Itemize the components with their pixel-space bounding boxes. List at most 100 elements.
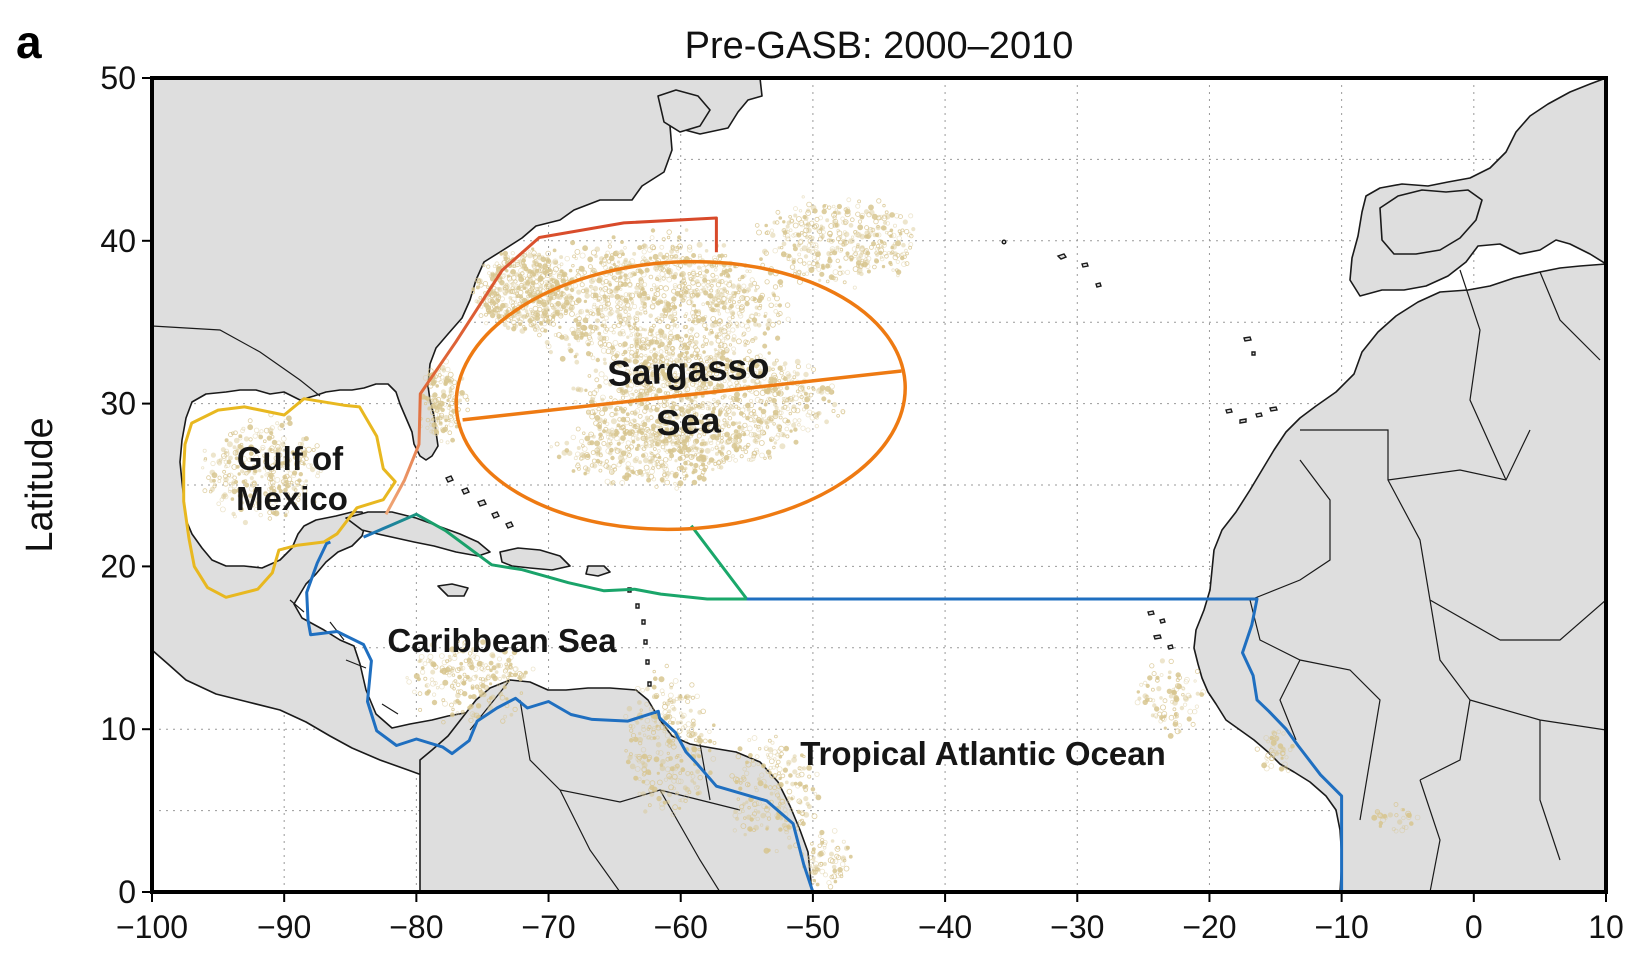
- sargassum-point: [564, 286, 570, 291]
- sargassum-point: [630, 469, 635, 474]
- sargassum-point: [537, 253, 542, 257]
- sargassum-point: [473, 674, 479, 679]
- sargassum-point: [622, 316, 628, 322]
- sargassum-point: [807, 870, 812, 875]
- sargassum-point: [784, 780, 789, 785]
- sargassum-point: [457, 674, 463, 680]
- sargassum-point: [652, 347, 656, 351]
- sargassum-point: [832, 868, 838, 874]
- sargassum-point: [667, 314, 673, 320]
- sargassum-point: [709, 288, 714, 293]
- sargassum-point: [679, 279, 686, 286]
- sargassum-point: [540, 255, 545, 259]
- sargassum-point: [510, 286, 515, 291]
- sargassum-point: [728, 343, 733, 347]
- gulf-of-mexico-label-line1: Gulf of: [237, 440, 344, 477]
- sargassum-point: [729, 310, 736, 316]
- sargassum-point: [692, 468, 698, 474]
- sargassum-point: [533, 261, 539, 267]
- sargassum-point: [580, 332, 585, 338]
- sargassum-point: [665, 307, 672, 314]
- sargassum-point: [635, 337, 639, 342]
- sargassum-point: [1155, 675, 1160, 680]
- sargassum-point: [653, 720, 658, 724]
- sargassum-point: [1396, 819, 1403, 825]
- sargassum-point: [531, 247, 535, 251]
- sargassum-point: [792, 243, 797, 248]
- sargassum-point: [611, 235, 616, 240]
- sargassum-point: [728, 360, 734, 367]
- sargassum-point: [680, 767, 686, 773]
- sargassum-point: [773, 412, 778, 418]
- sargassum-point: [764, 279, 770, 285]
- lesser-antilles: [627, 587, 652, 687]
- sargassum-point: [548, 349, 554, 355]
- sargassum-point: [650, 228, 656, 233]
- sargassum-point: [641, 255, 646, 260]
- sargassum-point: [525, 313, 530, 317]
- sargassum-point: [670, 275, 675, 279]
- sargassum-point: [448, 379, 454, 385]
- sargassum-point: [731, 337, 737, 343]
- sargassum-point: [750, 337, 755, 342]
- sargassum-point: [763, 314, 767, 318]
- sargassum-point: [517, 273, 523, 279]
- sargassum-point: [731, 442, 738, 449]
- sargassum-point: [801, 389, 806, 393]
- sargassum-point: [742, 802, 746, 806]
- sargassum-point: [792, 246, 798, 252]
- sargassum-point: [678, 720, 683, 725]
- sargassum-point: [510, 251, 515, 256]
- sargassum-point: [516, 285, 521, 291]
- sargassum-point: [478, 689, 485, 695]
- sargassum-point: [546, 308, 551, 312]
- sargassum-point: [724, 280, 729, 286]
- sargassum-point: [690, 280, 696, 286]
- sargassum-point: [432, 392, 438, 398]
- sargassum-point: [649, 349, 653, 354]
- sargassum-point: [1382, 813, 1388, 819]
- sargassum-point: [546, 279, 551, 284]
- sargassum-point: [659, 312, 664, 317]
- sargassum-point: [740, 295, 747, 301]
- sargassum-point: [564, 256, 570, 262]
- sargassum-point: [556, 264, 562, 269]
- sargassum-point: [624, 472, 630, 478]
- sargassum-point: [494, 298, 500, 304]
- sargassum-point: [830, 248, 835, 253]
- sargassum-point: [618, 270, 623, 275]
- sargassum-point: [704, 249, 709, 253]
- sargassum-point: [511, 296, 517, 302]
- sargassum-point: [726, 330, 731, 335]
- sargassum-point: [598, 371, 605, 378]
- sargassum-point: [734, 321, 739, 326]
- sargassum-point: [512, 288, 518, 294]
- sargassum-point: [690, 779, 695, 783]
- sargassum-point: [591, 268, 595, 273]
- sargassum-point: [715, 303, 720, 308]
- sargassum-point: [486, 285, 490, 289]
- sargassum-point: [572, 283, 578, 289]
- sargassum-point: [490, 694, 496, 700]
- sargassum-point: [746, 407, 751, 412]
- sargassum-point: [911, 227, 916, 232]
- sargassum-point: [748, 313, 755, 320]
- sargassum-point: [499, 296, 505, 302]
- sargassum-point: [648, 256, 653, 260]
- sargassum-point: [681, 298, 686, 303]
- sargassum-point: [652, 283, 657, 288]
- sargassum-point: [441, 368, 446, 373]
- sargassum-point: [717, 344, 722, 348]
- map-plot-area: [152, 78, 1606, 892]
- sargassum-point: [674, 459, 678, 463]
- sargassum-point: [604, 253, 609, 259]
- sargassum-point: [777, 246, 781, 250]
- sargassum-point: [520, 314, 524, 318]
- sargassum-point: [511, 264, 515, 268]
- sargassum-point: [511, 319, 517, 325]
- sargassum-point: [805, 208, 811, 214]
- sargassum-point: [753, 824, 759, 831]
- sargassum-point: [771, 361, 777, 367]
- sargassum-point: [709, 340, 714, 346]
- sargassum-point: [623, 273, 628, 278]
